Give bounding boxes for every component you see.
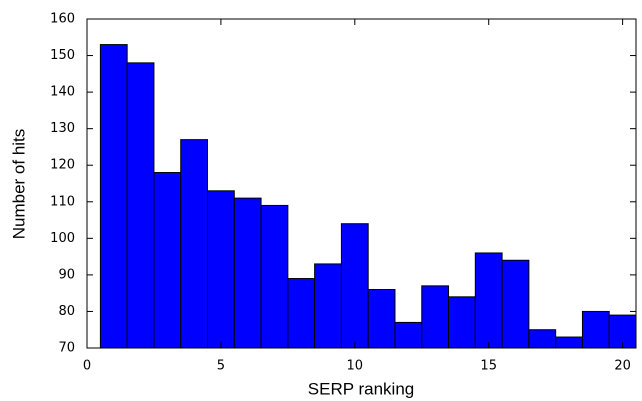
y-tick-label: 150 — [50, 48, 75, 63]
y-axis-label: Number of hits — [9, 129, 28, 240]
x-tick-label: 5 — [217, 359, 225, 374]
bar — [501, 259, 530, 349]
bar — [367, 289, 396, 349]
bar — [555, 336, 583, 349]
bar — [99, 44, 128, 349]
bar — [340, 223, 369, 349]
bar — [153, 172, 182, 349]
bar — [260, 204, 289, 349]
bar — [448, 296, 476, 349]
y-tick-label: 110 — [50, 194, 75, 209]
bar — [394, 321, 423, 349]
bar — [126, 62, 155, 349]
x-tick-label: 0 — [83, 359, 91, 374]
bar — [528, 329, 557, 349]
bar — [474, 252, 503, 349]
bar — [233, 197, 262, 349]
y-tick-label: 70 — [58, 341, 75, 356]
x-tick-label: 20 — [614, 359, 631, 374]
y-tick-label: 90 — [58, 267, 75, 282]
x-axis-label: SERP ranking — [308, 379, 414, 398]
y-tick-label: 100 — [50, 231, 75, 246]
x-tick-label: 15 — [480, 359, 497, 374]
bar — [287, 278, 316, 349]
bar — [314, 263, 342, 349]
plot-frame — [86, 18, 637, 349]
y-tick-label: 160 — [50, 12, 75, 27]
y-tick-label: 120 — [50, 158, 75, 173]
bar — [421, 285, 450, 349]
y-tick-label: 140 — [50, 85, 75, 100]
x-tick-label: 10 — [347, 359, 364, 374]
y-tick-label: 80 — [58, 304, 75, 319]
y-tick-label: 130 — [50, 121, 75, 136]
bar — [207, 190, 235, 349]
bar — [180, 139, 209, 349]
bar — [581, 310, 610, 349]
